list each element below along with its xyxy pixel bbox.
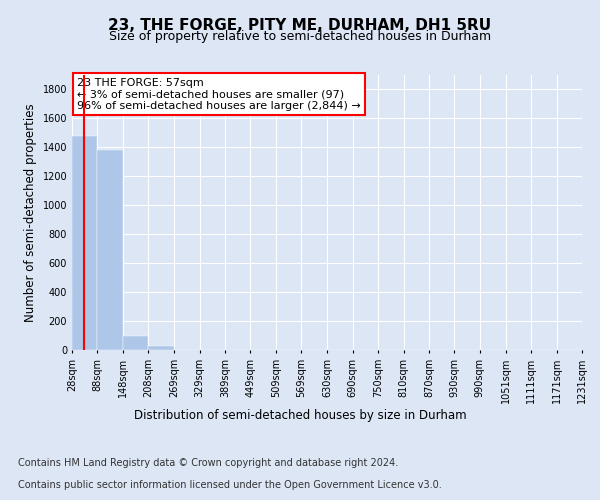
Bar: [97, 150, 123, 350]
Bar: [123, 336, 148, 350]
Bar: [72, 136, 97, 350]
Text: Distribution of semi-detached houses by size in Durham: Distribution of semi-detached houses by …: [134, 410, 466, 422]
Text: Size of property relative to semi-detached houses in Durham: Size of property relative to semi-detach…: [109, 30, 491, 43]
Text: Contains public sector information licensed under the Open Government Licence v3: Contains public sector information licen…: [18, 480, 442, 490]
Y-axis label: Number of semi-detached properties: Number of semi-detached properties: [24, 103, 37, 322]
Text: 23, THE FORGE, PITY ME, DURHAM, DH1 5RU: 23, THE FORGE, PITY ME, DURHAM, DH1 5RU: [109, 18, 491, 32]
Text: Contains HM Land Registry data © Crown copyright and database right 2024.: Contains HM Land Registry data © Crown c…: [18, 458, 398, 468]
Text: 23 THE FORGE: 57sqm
← 3% of semi-detached houses are smaller (97)
96% of semi-de: 23 THE FORGE: 57sqm ← 3% of semi-detache…: [77, 78, 361, 111]
Bar: [148, 346, 174, 350]
